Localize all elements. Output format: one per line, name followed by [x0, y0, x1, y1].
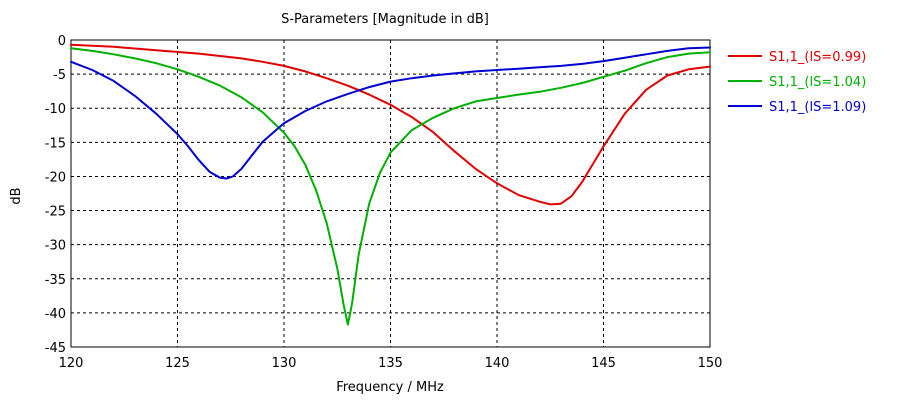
y-tick-label: -40	[45, 307, 66, 322]
y-axis-label: dB	[9, 187, 24, 204]
y-tick-label: -5	[53, 68, 66, 83]
x-tick-label: 125	[165, 356, 190, 371]
plot-area: 120 125 130 135 140 145 150 0 -5 -10 -15 -20 -25 -30 -…	[45, 34, 723, 371]
chart-title: S-Parameters [Magnitude in dB]	[281, 12, 489, 27]
plot-frame	[70, 39, 711, 348]
y-tick-label: -10	[45, 102, 66, 117]
x-tick-label: 145	[591, 356, 616, 371]
y-tick-label: -15	[45, 136, 66, 151]
legend-label-2: S1,1_(lS=1.04)	[769, 75, 866, 90]
y-tick-label: 0	[58, 34, 66, 49]
y-tick-label: -45	[45, 341, 66, 356]
legend-label-3: S1,1_(lS=1.09)	[769, 100, 866, 115]
y-tick-label: -20	[45, 170, 66, 185]
series-line-2	[70, 47, 711, 326]
x-tick-label: 140	[485, 356, 510, 371]
series-line-1	[70, 43, 711, 206]
y-tick-label: -25	[45, 205, 66, 220]
x-tick-label: 150	[698, 356, 723, 371]
series-line-3	[70, 46, 711, 180]
legend-label-1: S1,1_(lS=0.99)	[769, 50, 866, 65]
x-tick-label: 130	[272, 356, 297, 371]
x-tick-label: 120	[59, 356, 84, 371]
x-tick-label: 135	[378, 356, 403, 371]
y-tick-label: -30	[45, 239, 66, 254]
y-tick-label: -35	[45, 273, 66, 288]
legend: S1,1_(lS=0.99) S1,1_(lS=1.04) S1,1_(lS=1.0…	[728, 50, 866, 115]
x-axis-label: Frequency / MHz	[336, 380, 444, 395]
